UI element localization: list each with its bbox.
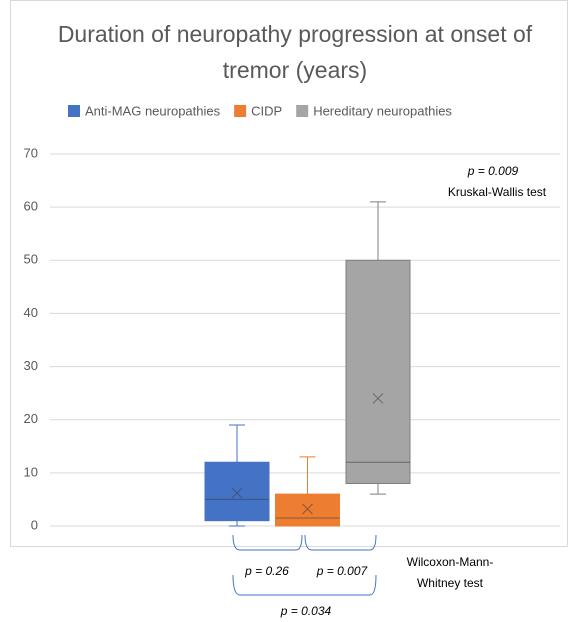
chart-border <box>10 0 568 547</box>
y-tick-label: 50 <box>24 252 38 267</box>
bracket <box>232 534 303 551</box>
annotation: p = 0.009 <box>467 164 519 178</box>
annotation: Kruskal-Wallis test <box>447 185 547 199</box>
y-tick-label: 70 <box>24 145 38 160</box>
bracket <box>232 574 377 596</box>
annotation: p = 0.034 <box>280 604 332 618</box>
annotation: p = 0.007 <box>316 564 368 578</box>
y-tick-label: 40 <box>24 305 38 320</box>
annotation: p = 0.26 <box>245 564 289 578</box>
legend-swatch <box>296 105 309 117</box>
box <box>204 461 270 522</box>
whisker <box>229 520 245 527</box>
y-tick-label: 10 <box>24 464 38 479</box>
box <box>345 259 411 484</box>
legend-swatch <box>68 105 80 117</box>
whisker <box>229 424 245 463</box>
chart-title: Duration of neuropathy progression at on… <box>57 21 533 83</box>
legend-label: Anti-MAG neuropathies <box>85 103 221 118</box>
whisker <box>370 201 386 261</box>
mean <box>372 393 384 404</box>
y-tick-label: 20 <box>24 411 38 426</box>
y-tick-label: 0 <box>31 517 38 532</box>
legend-swatch <box>234 105 247 117</box>
brackets <box>232 534 377 596</box>
bracket <box>304 534 377 551</box>
mean <box>302 503 313 515</box>
whisker <box>299 456 316 495</box>
legend-label: Hereditary neuropathies <box>313 103 452 118</box>
whisker <box>370 483 386 495</box>
legend-label: CIDP <box>251 103 282 118</box>
y-tick-label: 60 <box>24 199 38 214</box>
annotation: Wilcoxon-Mann-Whitney test <box>406 555 494 590</box>
mean <box>231 487 243 499</box>
y-tick-label: 30 <box>24 358 38 373</box>
box <box>275 493 340 527</box>
